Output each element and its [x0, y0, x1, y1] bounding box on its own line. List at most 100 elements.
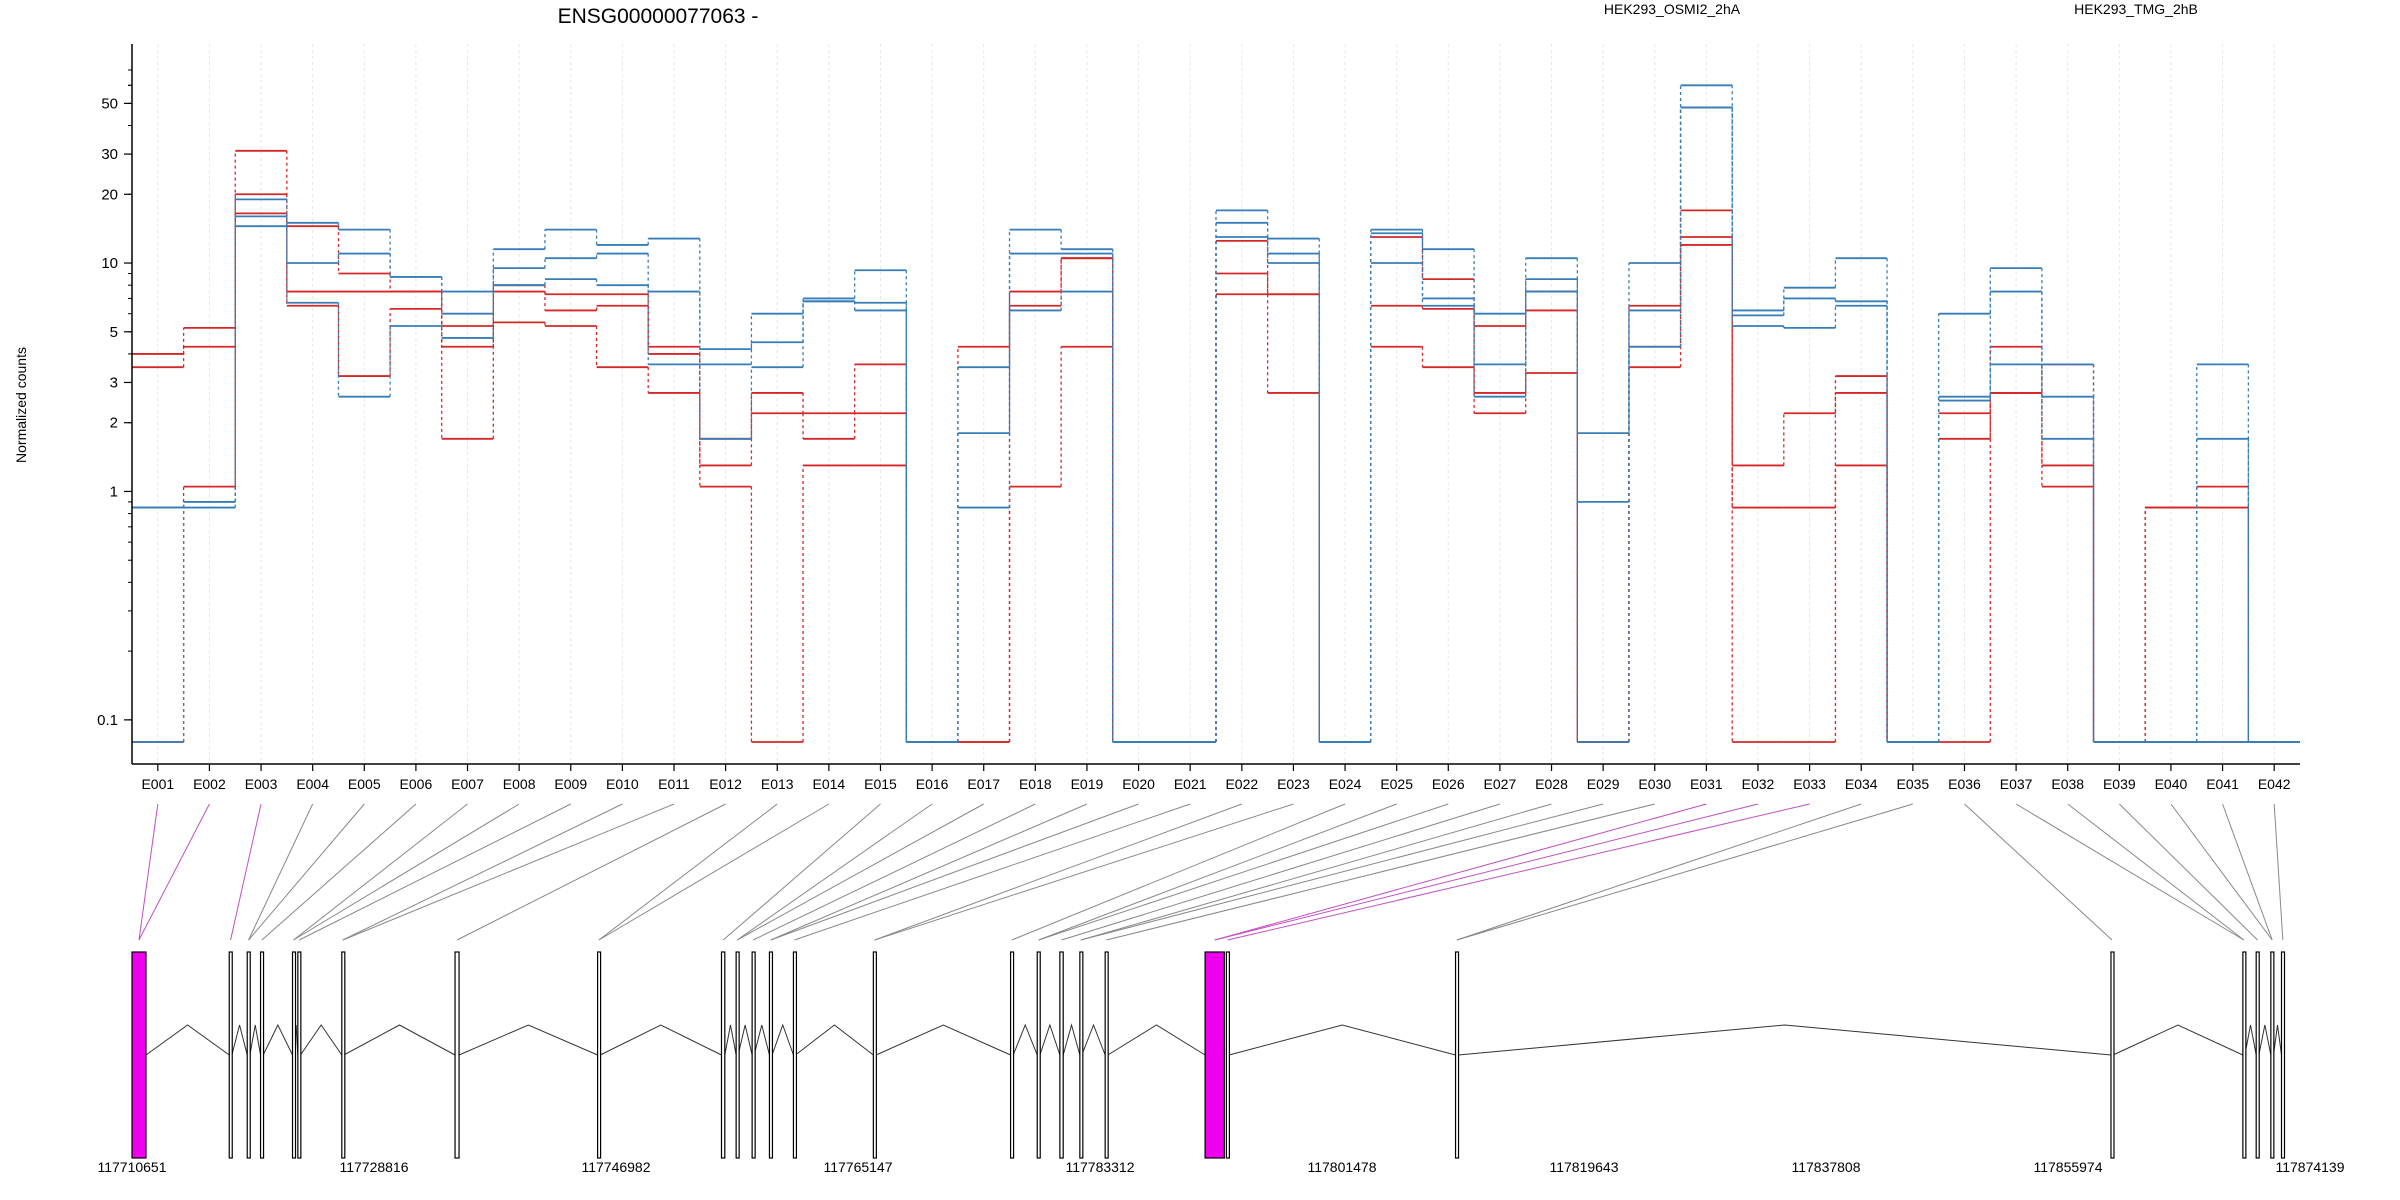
x-tick-label-E039: E039	[2103, 776, 2136, 792]
connector-E026	[1038, 803, 1449, 941]
connector-E039	[2118, 803, 2258, 941]
exon-box-E019	[1079, 951, 1084, 1159]
connector-E018	[752, 803, 1036, 941]
intron	[753, 1024, 770, 1056]
exon-box-E016	[1009, 951, 1015, 1159]
connector-E005	[248, 803, 365, 941]
legend-label-tmg: HEK293_TMG_2hB	[2074, 1, 2198, 17]
exon-box-E017	[1036, 951, 1041, 1159]
x-tick-label-E021: E021	[1174, 776, 1207, 792]
intron	[737, 1024, 753, 1056]
coordinate-tick-label: 117874139	[2275, 1159, 2344, 1175]
connector-E012	[456, 803, 726, 941]
connector-E031	[1214, 803, 1707, 941]
vertical-gridlines	[157, 44, 2275, 764]
connector-E004	[248, 803, 314, 941]
connector-E027	[1061, 803, 1501, 941]
connector-E009	[298, 803, 571, 941]
x-tick-label-E036: E036	[1948, 776, 1981, 792]
y-tick-label: 10	[101, 255, 118, 272]
connector-E002	[138, 803, 210, 941]
intron	[343, 1024, 456, 1056]
y-tick-label: 0.1	[97, 712, 118, 729]
exon-box-E021	[1204, 951, 1225, 1159]
connector-E021	[794, 803, 1191, 941]
exon-box-E001	[131, 951, 147, 1159]
intron	[795, 1024, 874, 1056]
series-blue-5	[132, 106, 2300, 743]
x-tick-label-E003: E003	[245, 776, 278, 792]
x-tick-label-E027: E027	[1484, 776, 1517, 792]
intron	[1107, 1024, 1206, 1056]
connector-E015	[722, 803, 881, 941]
coordinate-tick-label: 117783312	[1065, 1159, 1134, 1175]
chart-title: ENSG00000077063 -	[558, 5, 759, 28]
intron	[145, 1024, 230, 1056]
x-tick-label-E042: E042	[2258, 776, 2291, 792]
connector-E032	[1214, 803, 1759, 941]
exon-box-E027	[2270, 951, 2275, 1159]
connector-E042	[2273, 803, 2284, 941]
connector-E034	[1456, 803, 1862, 941]
connector-E028	[1080, 803, 1552, 941]
connector-E041	[2222, 803, 2273, 941]
x-tick-label-E012: E012	[709, 776, 742, 792]
connector-E030	[1106, 803, 1655, 941]
coordinate-tick-label: 117710651	[97, 1159, 166, 1175]
x-tick-label-E035: E035	[1897, 776, 1930, 792]
intron	[875, 1024, 1011, 1056]
exon-box-E011	[735, 951, 740, 1159]
exon-box-E002	[228, 951, 233, 1159]
y-tick-label: 50	[101, 95, 118, 112]
exon-box-E005	[291, 951, 297, 1159]
exon-box-E018	[1059, 951, 1064, 1159]
intron	[1081, 1023, 1106, 1056]
intron	[1458, 1024, 2112, 1056]
exon-box-E024	[2110, 951, 2115, 1159]
connector-E035	[1456, 803, 1914, 941]
connector-E017	[736, 803, 984, 941]
x-tick-label-E028: E028	[1535, 776, 1568, 792]
intron	[1228, 1024, 1456, 1056]
connector-E001	[138, 803, 159, 941]
x-tick-label-E037: E037	[2000, 776, 2033, 792]
x-tick-label-E018: E018	[1019, 776, 1052, 792]
x-tick-label-E007: E007	[451, 776, 484, 792]
connector-E025	[1038, 803, 1397, 941]
exon-connector-lines	[138, 803, 2284, 941]
connector-E006	[261, 803, 417, 941]
intron	[2258, 1024, 2272, 1056]
exon-box-E003	[246, 951, 251, 1159]
x-tick-label-E031: E031	[1690, 776, 1723, 792]
exon-box-E025	[2242, 951, 2247, 1159]
y-tick-label: 20	[101, 186, 118, 203]
x-tick-label-E019: E019	[1071, 776, 1104, 792]
intron	[2273, 1024, 2282, 1056]
exon-box-E009	[596, 951, 602, 1159]
x-tick-label-E041: E041	[2206, 776, 2239, 792]
connector-E036	[1964, 803, 2113, 941]
intron	[1012, 1023, 1038, 1056]
x-tick-label-E013: E013	[761, 776, 794, 792]
intron	[300, 1024, 343, 1056]
coordinate-tick-label: 117801478	[1307, 1159, 1376, 1175]
coordinate-tick-label: 117837808	[1791, 1159, 1860, 1175]
connector-E019	[770, 803, 1088, 941]
intron	[2112, 1024, 2244, 1056]
connector-E029	[1080, 803, 1604, 941]
exon-box-E014	[792, 951, 798, 1159]
series-lines	[132, 84, 2300, 743]
x-tick-label-E034: E034	[1845, 776, 1878, 792]
intron	[724, 1024, 737, 1056]
connector-E007	[293, 803, 468, 941]
connector-E033	[1227, 803, 1810, 941]
connector-E013	[598, 803, 778, 941]
intron	[771, 1023, 794, 1056]
x-tick-label-E006: E006	[400, 776, 433, 792]
intron	[262, 1023, 293, 1056]
x-tick-label-E024: E024	[1329, 776, 1362, 792]
coordinate-tick-label: 117728816	[339, 1159, 408, 1175]
connector-E022	[874, 803, 1242, 941]
exon-box-E012	[751, 951, 756, 1159]
exon-box-E006	[297, 951, 302, 1159]
